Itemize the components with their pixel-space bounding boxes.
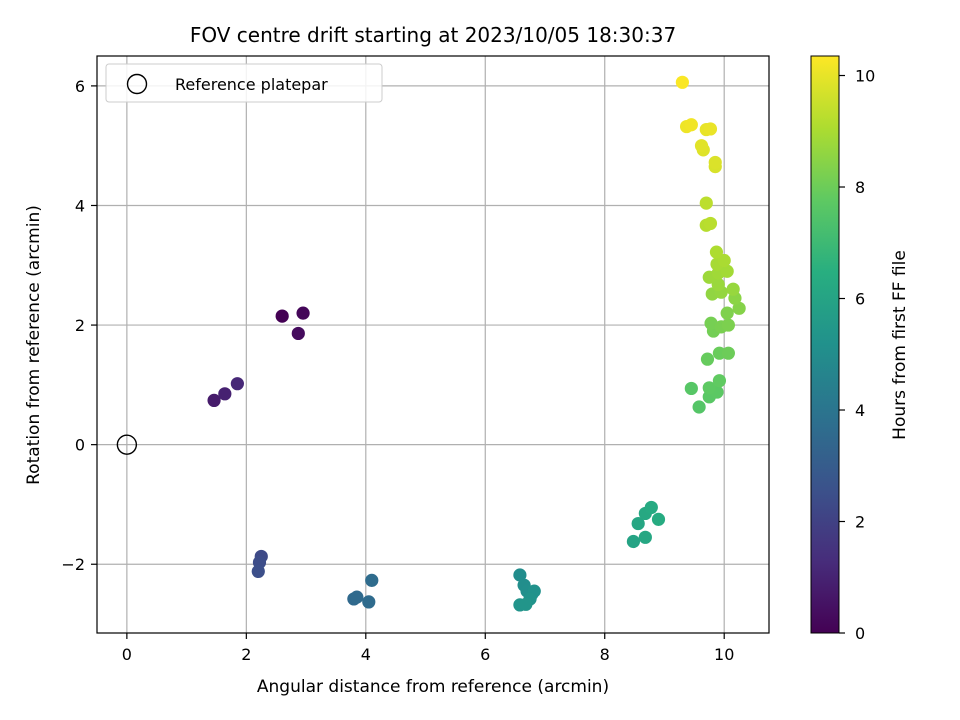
data-point: [708, 155, 722, 170]
data-point: [694, 139, 709, 153]
data-point: [365, 573, 379, 587]
data-point: [720, 264, 734, 278]
data-point: [631, 516, 645, 531]
data-point: [692, 400, 706, 414]
data-point: [675, 75, 689, 89]
data-point: [709, 245, 724, 259]
colorbar-tick-label: 8: [855, 178, 865, 197]
y-tick-label: 0: [75, 436, 85, 455]
legend: Reference platepar: [105, 63, 383, 103]
data-point: [684, 118, 698, 132]
x-axis: 0 2 4 6 8 10: [122, 633, 734, 664]
data-point: [721, 318, 735, 332]
data-point: [702, 381, 716, 395]
data-point: [651, 512, 666, 526]
data-point: [251, 564, 265, 579]
data-point: [732, 301, 746, 315]
x-tick-label: 2: [241, 645, 251, 664]
chart-title: FOV centre drift starting at 2023/10/05 …: [190, 23, 676, 47]
legend-box: [105, 63, 383, 103]
colorbar-tick-label: 0: [855, 624, 865, 643]
data-point: [638, 530, 652, 544]
x-tick-label: 8: [600, 645, 610, 664]
data-point: [218, 387, 232, 401]
data-point: [720, 306, 734, 320]
data-point: [703, 216, 718, 231]
data-point: [275, 309, 289, 323]
data-points: [207, 75, 746, 612]
data-point: [644, 500, 658, 515]
data-point: [703, 122, 718, 136]
data-point: [704, 316, 718, 330]
data-point: [726, 282, 740, 296]
colorbar-gradient: [810, 55, 840, 634]
legend-entry-reference-platepar: Reference platepar: [175, 75, 328, 94]
y-tick-label: 6: [75, 77, 85, 96]
plot-frame: [96, 55, 770, 634]
data-point: [717, 253, 731, 268]
y-tick-label: 2: [75, 316, 85, 335]
data-point: [684, 381, 698, 396]
data-point: [513, 568, 527, 582]
colorbar-tick-label: 6: [855, 290, 865, 309]
colorbar-tick-label: 2: [855, 513, 865, 532]
grid: [97, 56, 769, 633]
colorbar-ticks: 0 2 4 6 8 10: [839, 67, 875, 643]
colorbar-label: Hours from first FF file: [890, 250, 910, 440]
x-tick-label: 0: [122, 645, 132, 664]
reference-platepar-marker: [116, 434, 138, 455]
data-point: [362, 595, 376, 609]
data-point: [626, 534, 641, 549]
colorbar: 0 2 4 6 8 10 Hours from first FF file: [810, 55, 910, 643]
data-point: [230, 377, 244, 391]
legend-marker-icon: [126, 73, 148, 95]
y-axis: −2 0 2 4 6: [61, 77, 97, 574]
data-point: [296, 306, 310, 320]
data-point: [700, 352, 715, 366]
y-tick-label: −2: [61, 555, 85, 574]
data-point: [721, 346, 735, 360]
data-point: [207, 393, 221, 408]
data-point: [291, 326, 305, 341]
data-point: [519, 597, 533, 611]
x-tick-label: 4: [361, 645, 371, 664]
x-tick-label: 6: [480, 645, 490, 664]
data-point: [350, 590, 364, 604]
y-axis-label: Rotation from reference (arcmin): [24, 205, 44, 485]
data-point: [711, 277, 725, 292]
x-axis-label: Angular distance from reference (arcmin): [257, 677, 609, 697]
colorbar-tick-label: 4: [855, 401, 865, 420]
y-tick-label: 4: [75, 196, 85, 215]
x-tick-label: 10: [714, 645, 734, 664]
colorbar-tick-label: 10: [855, 67, 875, 86]
data-point: [712, 374, 727, 388]
data-point: [699, 196, 713, 210]
